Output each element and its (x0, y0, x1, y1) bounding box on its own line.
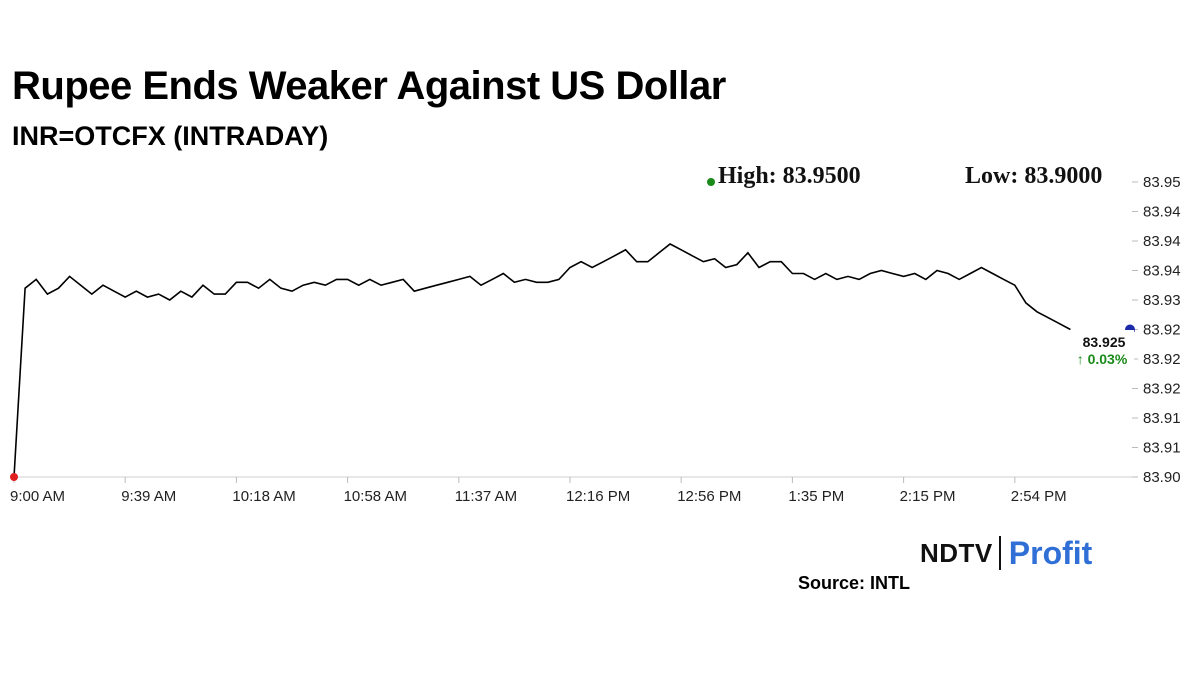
x-tick-label: 9:39 AM (121, 488, 176, 505)
low-marker (10, 473, 18, 481)
chart-subtitle: INR=OTCFX (INTRADAY) (12, 121, 329, 151)
x-tick-label: 9:00 AM (10, 488, 65, 505)
brand-logo: NDTV Profit (920, 533, 1092, 573)
high-label: High: 83.9500 (718, 163, 861, 189)
brand-profit: Profit (1008, 534, 1093, 571)
high-marker (707, 178, 715, 186)
y-tick-label: 83.91 (1143, 440, 1181, 457)
y-tick-label: 83.90 (1143, 469, 1181, 486)
chart-title: Rupee Ends Weaker Against US Dollar (12, 64, 726, 108)
y-tick-label: 83.95 (1143, 174, 1181, 191)
x-tick-label: 2:54 PM (1011, 488, 1067, 505)
x-tick-label: 12:16 PM (566, 488, 630, 505)
x-tick-label: 1:35 PM (788, 488, 844, 505)
y-tick-label: 83.91 (1143, 410, 1181, 427)
y-tick-label: 83.94 (1143, 233, 1181, 250)
x-tick-label: 11:37 AM (455, 488, 517, 505)
y-tick-label: 83.94 (1143, 263, 1181, 280)
y-tick-label: 83.94 (1143, 204, 1181, 221)
y-tick-label: 83.92 (1143, 322, 1181, 339)
y-axis: 83.95 83.94 83.94 83.94 83.93 83.92 83.92 83.92… (1132, 174, 1181, 486)
brand-ndtv: NDTV (920, 537, 993, 568)
x-tick-label: 12:56 PM (677, 488, 741, 505)
price-series-line (13, 243, 1071, 478)
brand-divider (998, 536, 1001, 570)
x-tick-label: 10:18 AM (232, 488, 295, 505)
last-price-box (1072, 330, 1134, 370)
x-tick-label: 10:58 AM (344, 488, 407, 505)
x-tick-label: 2:15 PM (900, 488, 956, 505)
change-percent-label: ↑ 0.03% (1077, 351, 1128, 367)
x-axis: 9:00 AM 9:39 AM 10:18 AM 10:58 AM 11:37 AM 12… (10, 488, 1067, 505)
source-note: Source: INTL (798, 573, 911, 593)
y-tick-label: 83.93 (1143, 292, 1181, 309)
low-label: Low: 83.9000 (965, 163, 1102, 189)
x-tick-marks (13, 477, 1016, 483)
y-tick-label: 83.92 (1143, 351, 1181, 368)
y-tick-label: 83.92 (1143, 381, 1181, 398)
last-price-label: 83.925 (1083, 334, 1126, 350)
